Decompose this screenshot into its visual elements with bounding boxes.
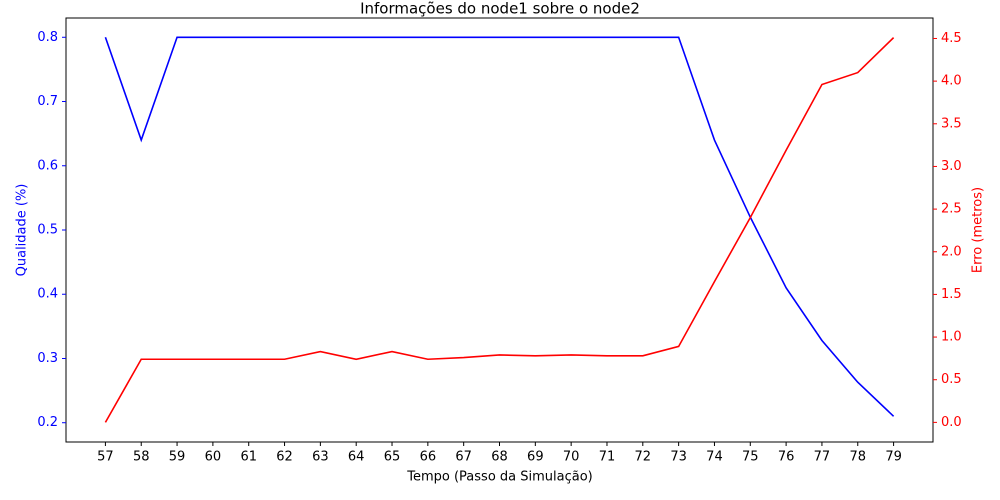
- y-tick-label: 0.5: [37, 223, 58, 238]
- x-tick-label: 75: [742, 450, 759, 465]
- x-tick-label: 63: [312, 450, 329, 465]
- y-tick-label: 0.8: [37, 30, 58, 45]
- plot-frame: [65, 17, 934, 443]
- y2-tick-label: 2.0: [941, 244, 962, 259]
- x-tick-label: 69: [527, 450, 544, 465]
- x-tick-label: 78: [849, 450, 866, 465]
- x-tick-label: 79: [885, 450, 902, 465]
- y2-tick-label: 3.0: [941, 159, 962, 174]
- series-line: [104, 36, 895, 417]
- x-tick-label: 58: [133, 450, 150, 465]
- x-axis-label: Tempo (Passo da Simulação): [406, 470, 593, 485]
- y-axis-label: Qualidade (%): [15, 184, 30, 277]
- y-tick-label: 0.2: [37, 415, 58, 430]
- y2-tick-label: 4.5: [941, 31, 962, 46]
- x-tick-label: 76: [778, 450, 795, 465]
- x-tick-label: 67: [455, 450, 472, 465]
- x-tick-label: 64: [348, 450, 365, 465]
- y-tick-label: 0.3: [37, 351, 58, 366]
- y2-tick-label: 1.0: [941, 330, 962, 345]
- x-tick-label: 68: [491, 450, 508, 465]
- x-tick-label: 74: [706, 450, 723, 465]
- y2-tick-label: 4.0: [941, 74, 962, 89]
- y2-tick-label: 3.5: [941, 116, 962, 131]
- x-tick-label: 61: [240, 450, 257, 465]
- x-tick-label: 73: [670, 450, 687, 465]
- x-tick-label: 57: [97, 450, 114, 465]
- y2-tick-label: 2.5: [941, 202, 962, 217]
- x-tick-label: 59: [169, 450, 186, 465]
- x-tick-label: 72: [635, 450, 652, 465]
- series-line: [104, 37, 895, 423]
- chart-title: Informações do node1 sobre o node2: [360, 0, 640, 18]
- x-tick-label: 62: [276, 450, 293, 465]
- x-tick-label: 65: [384, 450, 401, 465]
- x-tick-label: 60: [205, 450, 222, 465]
- y2-axis-label: Erro (metros): [971, 187, 986, 273]
- y-tick-label: 0.4: [37, 287, 58, 302]
- x-tick-label: 70: [563, 450, 580, 465]
- y-tick-label: 0.6: [37, 158, 58, 173]
- y2-tick-label: 0.5: [941, 372, 962, 387]
- y-tick-label: 0.7: [37, 94, 58, 109]
- y2-tick-label: 0.0: [941, 415, 962, 430]
- y2-tick-label: 1.5: [941, 287, 962, 302]
- x-tick-label: 71: [599, 450, 616, 465]
- x-tick-label: 77: [814, 450, 831, 465]
- x-tick-label: 66: [420, 450, 437, 465]
